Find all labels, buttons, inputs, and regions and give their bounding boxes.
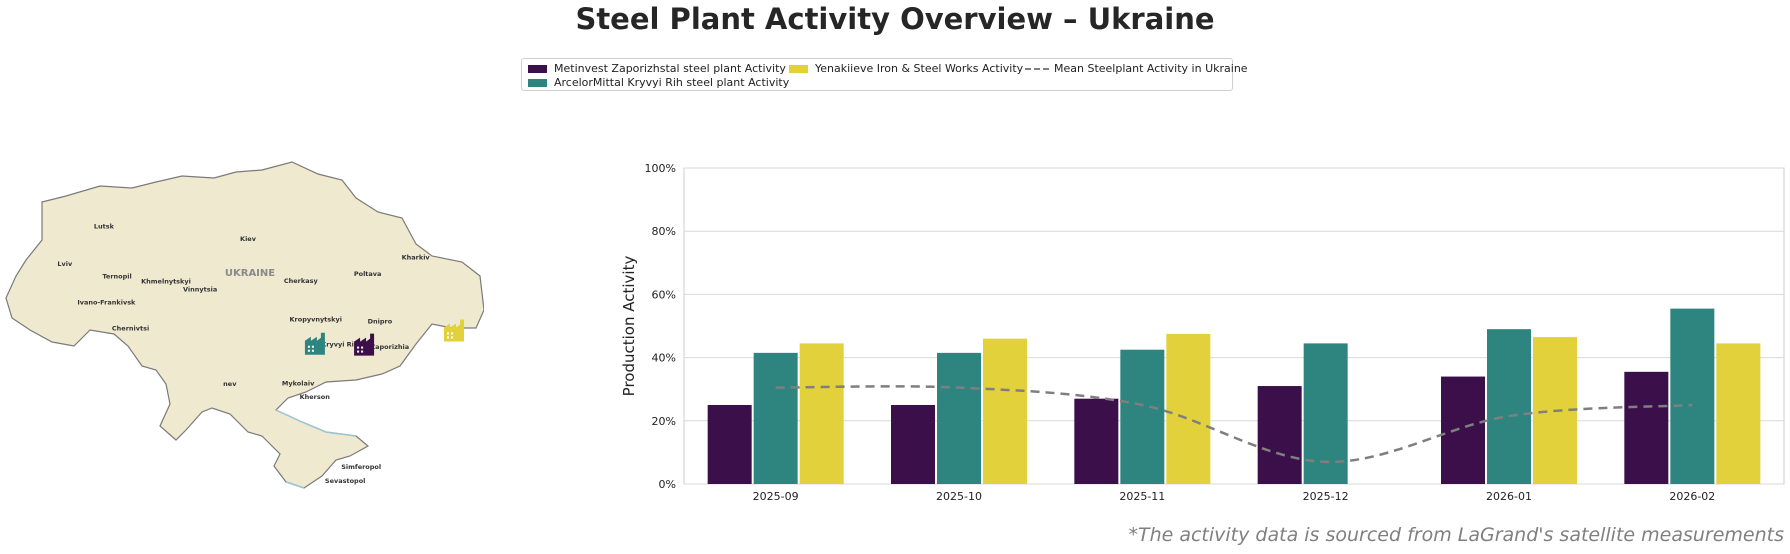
bar-s0-2026-02 <box>1624 371 1669 484</box>
y-tick-label-3: 60% <box>652 288 676 301</box>
bar-s1-2025-11 <box>1120 349 1165 484</box>
map-city-5: Poltava <box>354 270 382 278</box>
map-city-19: Sevastopol <box>325 477 366 485</box>
factory-window-d-2 <box>451 336 454 339</box>
factory-window-c-2 <box>447 336 450 339</box>
factory-window-c-1 <box>357 350 360 353</box>
legend-swatch-arcelormittal <box>528 79 547 87</box>
map-city-18: Simferopol <box>341 463 381 471</box>
factory-window-b-0 <box>311 345 314 348</box>
map-city-4: Ternopil <box>102 272 131 280</box>
map-city-3: Lviv <box>57 260 73 268</box>
bar-s0-2025-09 <box>707 405 752 484</box>
legend-label-arcelormittal: ArcelorMittal Kryvyi Rih steel plant Act… <box>554 76 790 89</box>
bar-s1-2026-01 <box>1487 329 1531 484</box>
map-plant-markers <box>304 319 465 356</box>
legend-swatch-metinvest <box>528 65 547 73</box>
footnote: *The activity data is sourced from LaGra… <box>1128 524 1784 546</box>
x-tick-label-5: 2026-02 <box>1669 490 1715 503</box>
bar-s0-2026-01 <box>1441 376 1485 484</box>
legend-label-metinvest: Metinvest Zaporizhstal steel plant Activ… <box>554 62 786 75</box>
factory-shape-2 <box>444 319 465 342</box>
factory-window-b-2 <box>451 332 454 335</box>
factory-icon-0 <box>304 332 325 355</box>
plot-frame <box>683 167 1785 485</box>
factory-shape-1 <box>354 333 375 356</box>
factory-window-c-0 <box>307 349 310 352</box>
factory-window-d-0 <box>311 349 314 352</box>
bar-s2-2026-02 <box>1716 343 1761 484</box>
factory-window-b-1 <box>361 346 364 349</box>
factory-window-a-0 <box>307 345 310 348</box>
map-city-17: Kherson <box>300 393 331 401</box>
mean-activity-line <box>775 385 1693 464</box>
ukraine-map: UKRAINE Lutsk Kiev Kharkiv Lviv Ternopil Polt… <box>4 160 484 490</box>
chart-axes: 0% 20% 40% 60% 80% 100% 2025-09 2025-10 2025-11 2… <box>645 162 1716 503</box>
page-title: Steel Plant Activity Overview – Ukraine <box>575 2 1215 36</box>
map-country-label: UKRAINE <box>225 268 275 279</box>
bar-s0-2025-10 <box>891 405 935 484</box>
map-city-16: Mykolaiv <box>282 379 315 387</box>
bar-s2-2025-11 <box>1166 333 1211 484</box>
bar-s1-2025-10 <box>937 352 981 484</box>
map-city-6: Cherkasy <box>284 277 319 285</box>
legend-label-yenakiieve: Yenakiieve Iron & Steel Works Activity <box>815 62 1024 75</box>
y-tick-label-2: 40% <box>652 352 676 365</box>
bar-s1-2025-09 <box>753 352 798 484</box>
bar-chart: 0% 20% 40% 60% 80% 100% 2025-09 2025-10 2025-11 2… <box>620 162 1785 503</box>
x-tick-label-1: 2025-10 <box>936 490 982 503</box>
map-city-7: Khmelnytskyi <box>141 278 191 286</box>
crimea-shore <box>275 409 357 489</box>
chart-bars <box>707 308 1761 484</box>
factory-icon-1 <box>354 333 375 356</box>
y-tick-label-5: 100% <box>645 162 676 175</box>
chart-legend: Metinvest Zaporizhstal steel plant Activ… <box>521 58 1248 91</box>
factory-window-d-1 <box>361 350 364 353</box>
bar-s1-2026-02 <box>1670 308 1715 484</box>
map-city-labels: Lutsk Kiev Kharkiv Lviv Ternopil Poltava Cherk… <box>57 222 430 484</box>
chart-mean-line <box>775 385 1693 464</box>
map-city-1: Kiev <box>240 235 257 243</box>
map-city-8: Vinnytsia <box>183 286 217 294</box>
bar-s2-2025-10 <box>983 338 1027 484</box>
legend-dash-mean <box>1025 68 1049 70</box>
map-city-2: Kharkiv <box>402 254 431 262</box>
chart-gridlines <box>683 167 1785 485</box>
factory-window-a-2 <box>447 332 450 335</box>
legend-swatch-yenakiieve <box>789 65 808 73</box>
bar-s0-2025-12 <box>1257 386 1302 484</box>
map-city-12: Chernivtsi <box>112 325 149 333</box>
factory-icon-2 <box>444 319 465 342</box>
factory-window-a-1 <box>357 346 360 349</box>
map-city-14: Zaporizhia <box>370 343 409 351</box>
y-tick-label-0: 0% <box>659 478 676 491</box>
y-tick-label-4: 80% <box>652 225 676 238</box>
x-tick-label-2: 2025-11 <box>1119 490 1165 503</box>
map-city-13: Kryvyi Rih <box>321 340 359 348</box>
x-tick-label-0: 2025-09 <box>753 490 799 503</box>
map-city-15: nev <box>223 380 237 388</box>
x-tick-label-4: 2026-01 <box>1486 490 1532 503</box>
map-city-11: Dnipro <box>368 318 393 326</box>
map-city-10: Kropyvnytskyi <box>289 315 341 323</box>
x-tick-label-3: 2025-12 <box>1303 490 1349 503</box>
map-city-9: Ivano-Frankivsk <box>77 298 136 306</box>
factory-shape-0 <box>304 332 325 355</box>
bar-s2-2025-09 <box>799 343 844 484</box>
legend-label-mean: Mean Steelplant Activity in Ukraine <box>1054 62 1248 75</box>
map-city-0: Lutsk <box>94 222 115 230</box>
y-tick-label-1: 20% <box>652 415 676 428</box>
y-axis-label: Production Activity <box>620 256 638 397</box>
bar-s0-2025-11 <box>1074 398 1119 484</box>
